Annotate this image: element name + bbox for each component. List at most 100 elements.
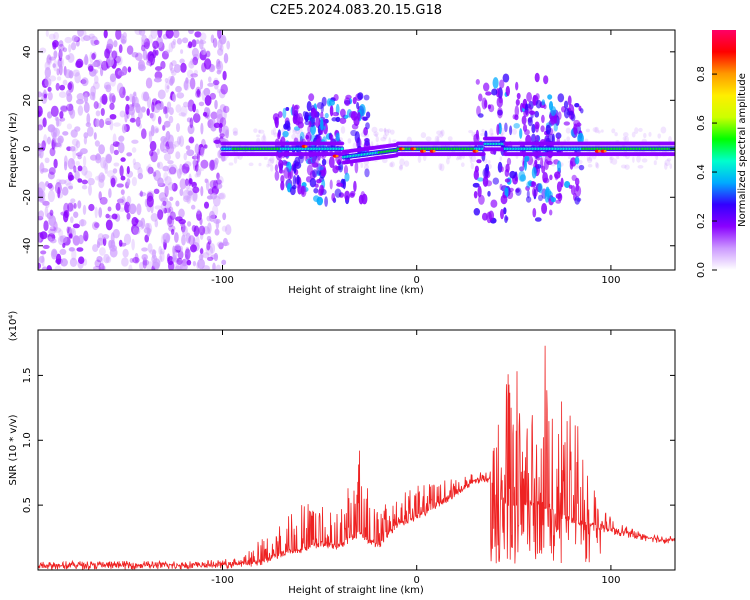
spectrogram-faint-blob xyxy=(417,155,422,164)
spectrogram-noise-blob xyxy=(192,159,197,166)
spectrogram-burst-blob xyxy=(296,174,300,185)
snr-x-label: Height of straight line (km) xyxy=(288,585,424,596)
spectrogram-noise-blob xyxy=(126,195,132,206)
spectrogram-noise-blob xyxy=(91,52,96,60)
spectrogram-burst-blob xyxy=(554,171,561,179)
spectrogram-noise-blob xyxy=(207,222,212,235)
spectrogram-noise-blob xyxy=(62,131,69,136)
spectrogram-noise-blob xyxy=(54,116,59,121)
spectrogram-noise-blob xyxy=(118,239,123,247)
spectrogram-noise-blob xyxy=(164,185,169,198)
spectrogram-burst-blob xyxy=(365,111,371,119)
spectrogram-noise-blob xyxy=(174,243,181,251)
spectrogram-noise-blob xyxy=(162,200,167,207)
spectrogram-burst-blob xyxy=(475,129,479,140)
spectrogram-noise-blob xyxy=(213,252,219,262)
spectrogram-burst-blob xyxy=(364,137,370,147)
spectrogram-noise-blob xyxy=(164,78,169,83)
spectrogram-noise-blob xyxy=(111,50,118,60)
spectrogram-noise-blob xyxy=(44,66,51,79)
spectrogram-faint-blob xyxy=(258,129,261,134)
spectrogram-noise-blob xyxy=(137,172,144,180)
spectrogram-faint-blob xyxy=(609,156,614,160)
spectrogram-faint-blob xyxy=(248,162,254,167)
spectrogram-noise-blob xyxy=(56,76,62,81)
spectrogram-noise-blob xyxy=(93,101,99,110)
spectrogram-band-core xyxy=(340,147,344,151)
spectrogram-noise-blob xyxy=(164,176,172,186)
spectrogram-noise-blob xyxy=(115,202,121,211)
spectrogram-noise-blob xyxy=(167,182,175,191)
spectrogram-noise-blob xyxy=(196,210,202,221)
spectrogram-y-tick-label: -40 xyxy=(22,238,33,254)
spectrogram-noise-blob xyxy=(94,140,100,147)
spectrogram-burst-blob xyxy=(332,111,340,117)
spectrogram-noise-blob xyxy=(105,43,114,50)
spectrogram-noise-blob xyxy=(69,216,74,224)
spectrogram-noise-blob xyxy=(44,77,52,88)
spectrogram-burst-blob xyxy=(518,170,526,182)
spectrogram-noise-blob xyxy=(64,36,73,44)
spectrogram-faint-blob xyxy=(512,128,517,135)
spectrogram-faint-blob xyxy=(565,127,571,134)
spectrogram-noise-blob xyxy=(68,247,75,252)
spectrogram-burst-blob xyxy=(502,73,510,83)
spectrogram-noise-blob xyxy=(61,186,69,196)
spectrogram-faint-blob xyxy=(390,161,395,168)
spectrogram-noise-blob xyxy=(140,106,146,113)
spectrogram-noise-blob xyxy=(88,184,92,196)
spectrogram-faint-blob xyxy=(371,126,378,133)
spectrogram-faint-blob xyxy=(566,136,571,142)
spectrogram-noise-blob xyxy=(173,64,181,73)
snr-series-line xyxy=(38,345,675,570)
spectrogram-burst-blob xyxy=(362,116,368,121)
spectrogram-burst-blob xyxy=(515,99,520,106)
spectrogram-burst-blob xyxy=(526,91,533,103)
spectrogram-noise-blob xyxy=(157,89,166,100)
spectrogram-noise-blob xyxy=(178,218,186,225)
spectrogram-faint-blob xyxy=(622,136,627,141)
spectrogram-faint-blob xyxy=(664,159,671,166)
spectrogram-noise-blob xyxy=(44,206,49,218)
spectrogram-burst-blob xyxy=(514,105,520,118)
spectrogram-burst-blob xyxy=(544,191,550,203)
spectrogram-burst-blob xyxy=(472,182,480,188)
spectrogram-noise-blob xyxy=(73,165,77,173)
spectrogram-faint-blob xyxy=(637,164,644,169)
spectrogram-noise-blob xyxy=(82,155,87,167)
spectrogram-burst-blob xyxy=(308,93,315,102)
spectrogram-noise-blob xyxy=(118,44,123,54)
spectrogram-burst-blob xyxy=(535,99,542,109)
spectrogram-noise-blob xyxy=(184,248,191,260)
spectrogram-burst-blob xyxy=(567,95,572,106)
spectrogram-noise-blob xyxy=(101,60,109,71)
spectrogram-noise-blob xyxy=(68,174,75,181)
spectrogram-faint-blob xyxy=(611,128,616,134)
spectrogram-faint-blob xyxy=(638,127,643,132)
spectrogram-noise-blob xyxy=(63,155,68,167)
spectrogram-noise-blob xyxy=(38,91,42,98)
spectrogram-noise-blob xyxy=(72,69,80,77)
spectrogram-faint-blob xyxy=(488,159,491,165)
spectrogram-burst-blob xyxy=(523,109,529,117)
spectrogram-noise-blob xyxy=(213,139,222,144)
spectrogram-noise-blob xyxy=(200,146,205,157)
spectrogram-noise-blob xyxy=(55,253,62,265)
spectrogram-faint-blob xyxy=(267,158,272,167)
spectrogram-noise-blob xyxy=(97,174,101,182)
spectrogram-noise-blob xyxy=(118,197,127,206)
spectrogram-burst-blob xyxy=(499,183,503,191)
spectrogram-burst-blob xyxy=(478,93,483,102)
spectrogram-noise-blob xyxy=(181,163,190,174)
spectrogram-burst-blob xyxy=(546,160,553,166)
spectrogram-noise-blob xyxy=(172,250,178,261)
spectrogram-noise-blob xyxy=(47,91,53,101)
spectrogram-faint-blob xyxy=(340,126,346,134)
spectrogram-faint-blob xyxy=(270,164,274,172)
spectrogram-faint-blob xyxy=(587,157,593,164)
spectrogram-noise-blob xyxy=(102,159,108,170)
spectrogram-burst-blob xyxy=(365,122,370,130)
spectrogram-noise-blob xyxy=(134,30,143,36)
spectrogram-noise-blob xyxy=(42,117,47,128)
colorbar-tick-label: 0.4 xyxy=(696,164,707,180)
